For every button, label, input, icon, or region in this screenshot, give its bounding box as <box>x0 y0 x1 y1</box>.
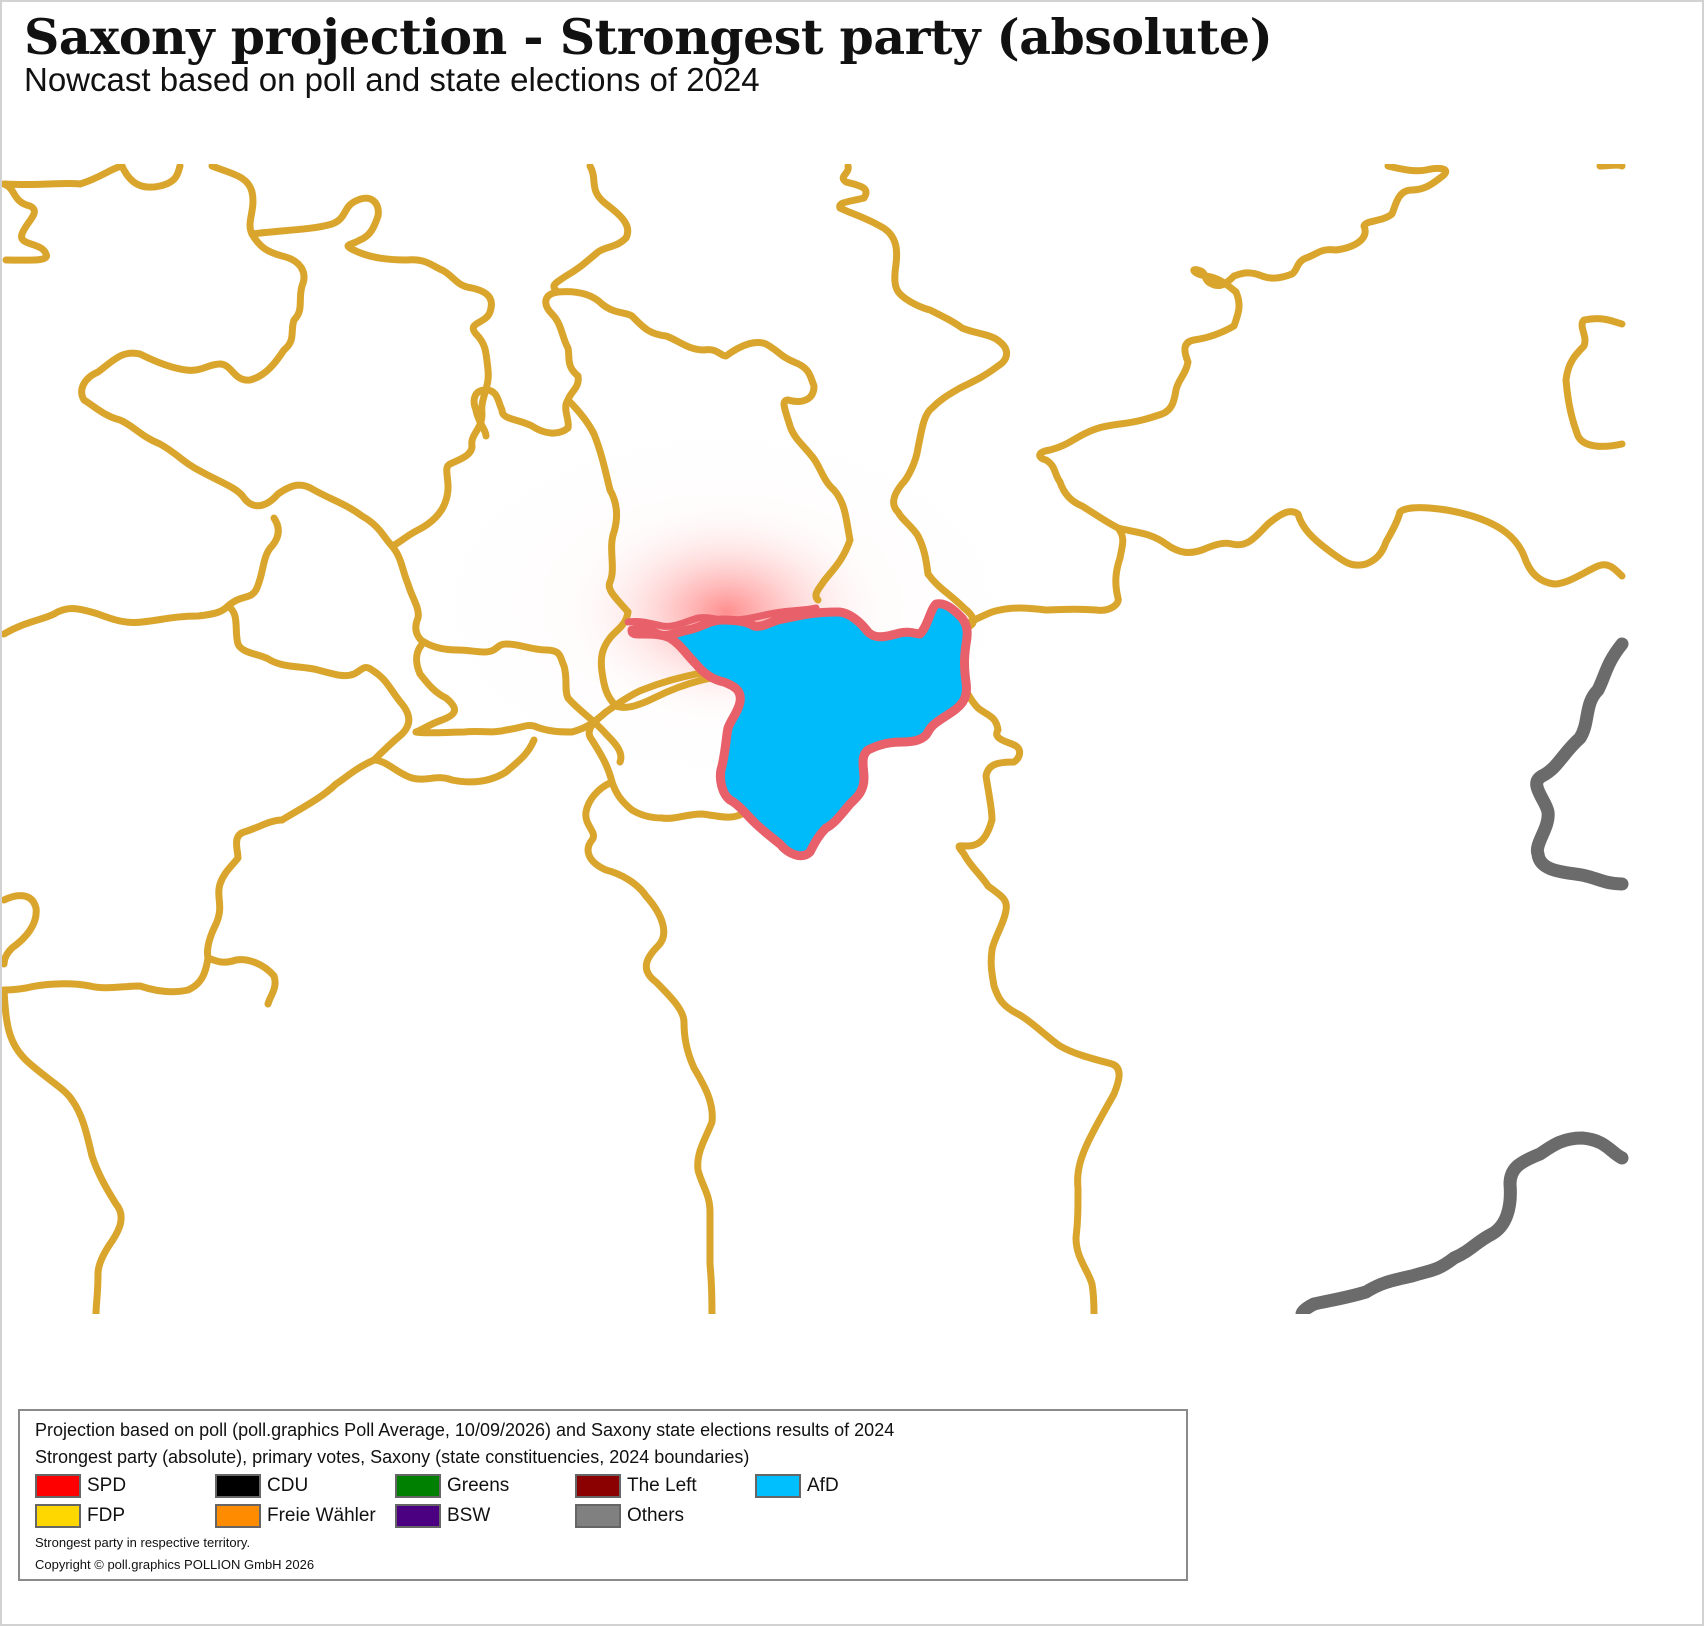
constituency-boundary <box>472 406 490 440</box>
legend: Projection based on poll (poll.graphics … <box>18 1409 1188 1581</box>
legend-swatch <box>215 1504 261 1528</box>
legend-label: FDP <box>87 1505 125 1526</box>
constituency-boundary <box>224 602 413 824</box>
constituency-boundary <box>78 164 396 550</box>
constituency-boundary <box>1596 164 1626 170</box>
state-border-segment <box>1295 1131 1629 1314</box>
legend-note: Strongest party in respective territory. <box>35 1535 251 1550</box>
state-border <box>1295 637 1629 1314</box>
constituency-boundary <box>1114 504 1626 588</box>
constituency-boundary <box>412 664 752 737</box>
highlight-north-edge <box>624 604 820 630</box>
constituency-boundary <box>2 892 40 968</box>
constituency-boundary <box>2 816 286 996</box>
legend-label: Others <box>627 1505 685 1526</box>
legend-swatch <box>215 1474 261 1498</box>
legend-swatch <box>395 1474 441 1498</box>
constituency-boundary <box>582 778 716 1314</box>
page-title: Saxony projection - Strongest party (abs… <box>24 8 1273 66</box>
constituency-boundary <box>470 386 572 437</box>
constituency-boundary <box>118 164 184 191</box>
constituency-boundary <box>2 986 125 1314</box>
constituency-boundary <box>248 194 495 550</box>
constituency-boundary <box>904 164 1450 638</box>
legend-swatch <box>575 1474 621 1498</box>
constituency-boundary <box>564 396 632 616</box>
page-subtitle: Nowcast based on poll and state election… <box>24 61 760 98</box>
legend-label: SPD <box>87 1475 127 1496</box>
legend-swatch <box>755 1474 801 1498</box>
state-border-segment <box>1530 637 1629 891</box>
constituency-boundary <box>204 954 279 1008</box>
legend-source-line: Projection based on poll (poll.graphics … <box>35 1420 895 1440</box>
legend-label: The Left <box>627 1475 697 1496</box>
constituency-boundary <box>1562 315 1626 450</box>
legend-label: CDU <box>267 1475 309 1496</box>
legend-swatch <box>395 1504 441 1528</box>
constituency-boundary <box>2 180 50 264</box>
constituency-boundary <box>554 288 854 604</box>
legend-label: AfD <box>807 1475 839 1496</box>
copyright-notice: Copyright © poll.graphics POLLION GmbH 2… <box>35 1557 315 1572</box>
constituency-boundary <box>2 514 282 638</box>
constituency-boundary <box>2 164 126 189</box>
legend-label: BSW <box>447 1505 491 1526</box>
constituency-boundary <box>542 164 632 404</box>
legend-label: Greens <box>447 1475 510 1496</box>
constituency-boundary <box>370 736 538 786</box>
legend-description-line: Strongest party (absolute), primary vote… <box>35 1447 750 1467</box>
highlighted-constituency[interactable] <box>627 599 972 861</box>
legend-label: Freie Wähler <box>267 1505 376 1526</box>
legend-swatch <box>35 1504 81 1528</box>
constituency-boundary <box>597 608 752 711</box>
legend-swatch <box>35 1474 81 1498</box>
constituency-boundary <box>388 542 625 766</box>
constituency-boundaries <box>2 164 1626 1314</box>
constituency-boundary <box>836 164 1010 578</box>
constituency-map <box>2 164 1629 1314</box>
constituency-boundary <box>412 638 458 736</box>
legend-swatch <box>575 1504 621 1528</box>
